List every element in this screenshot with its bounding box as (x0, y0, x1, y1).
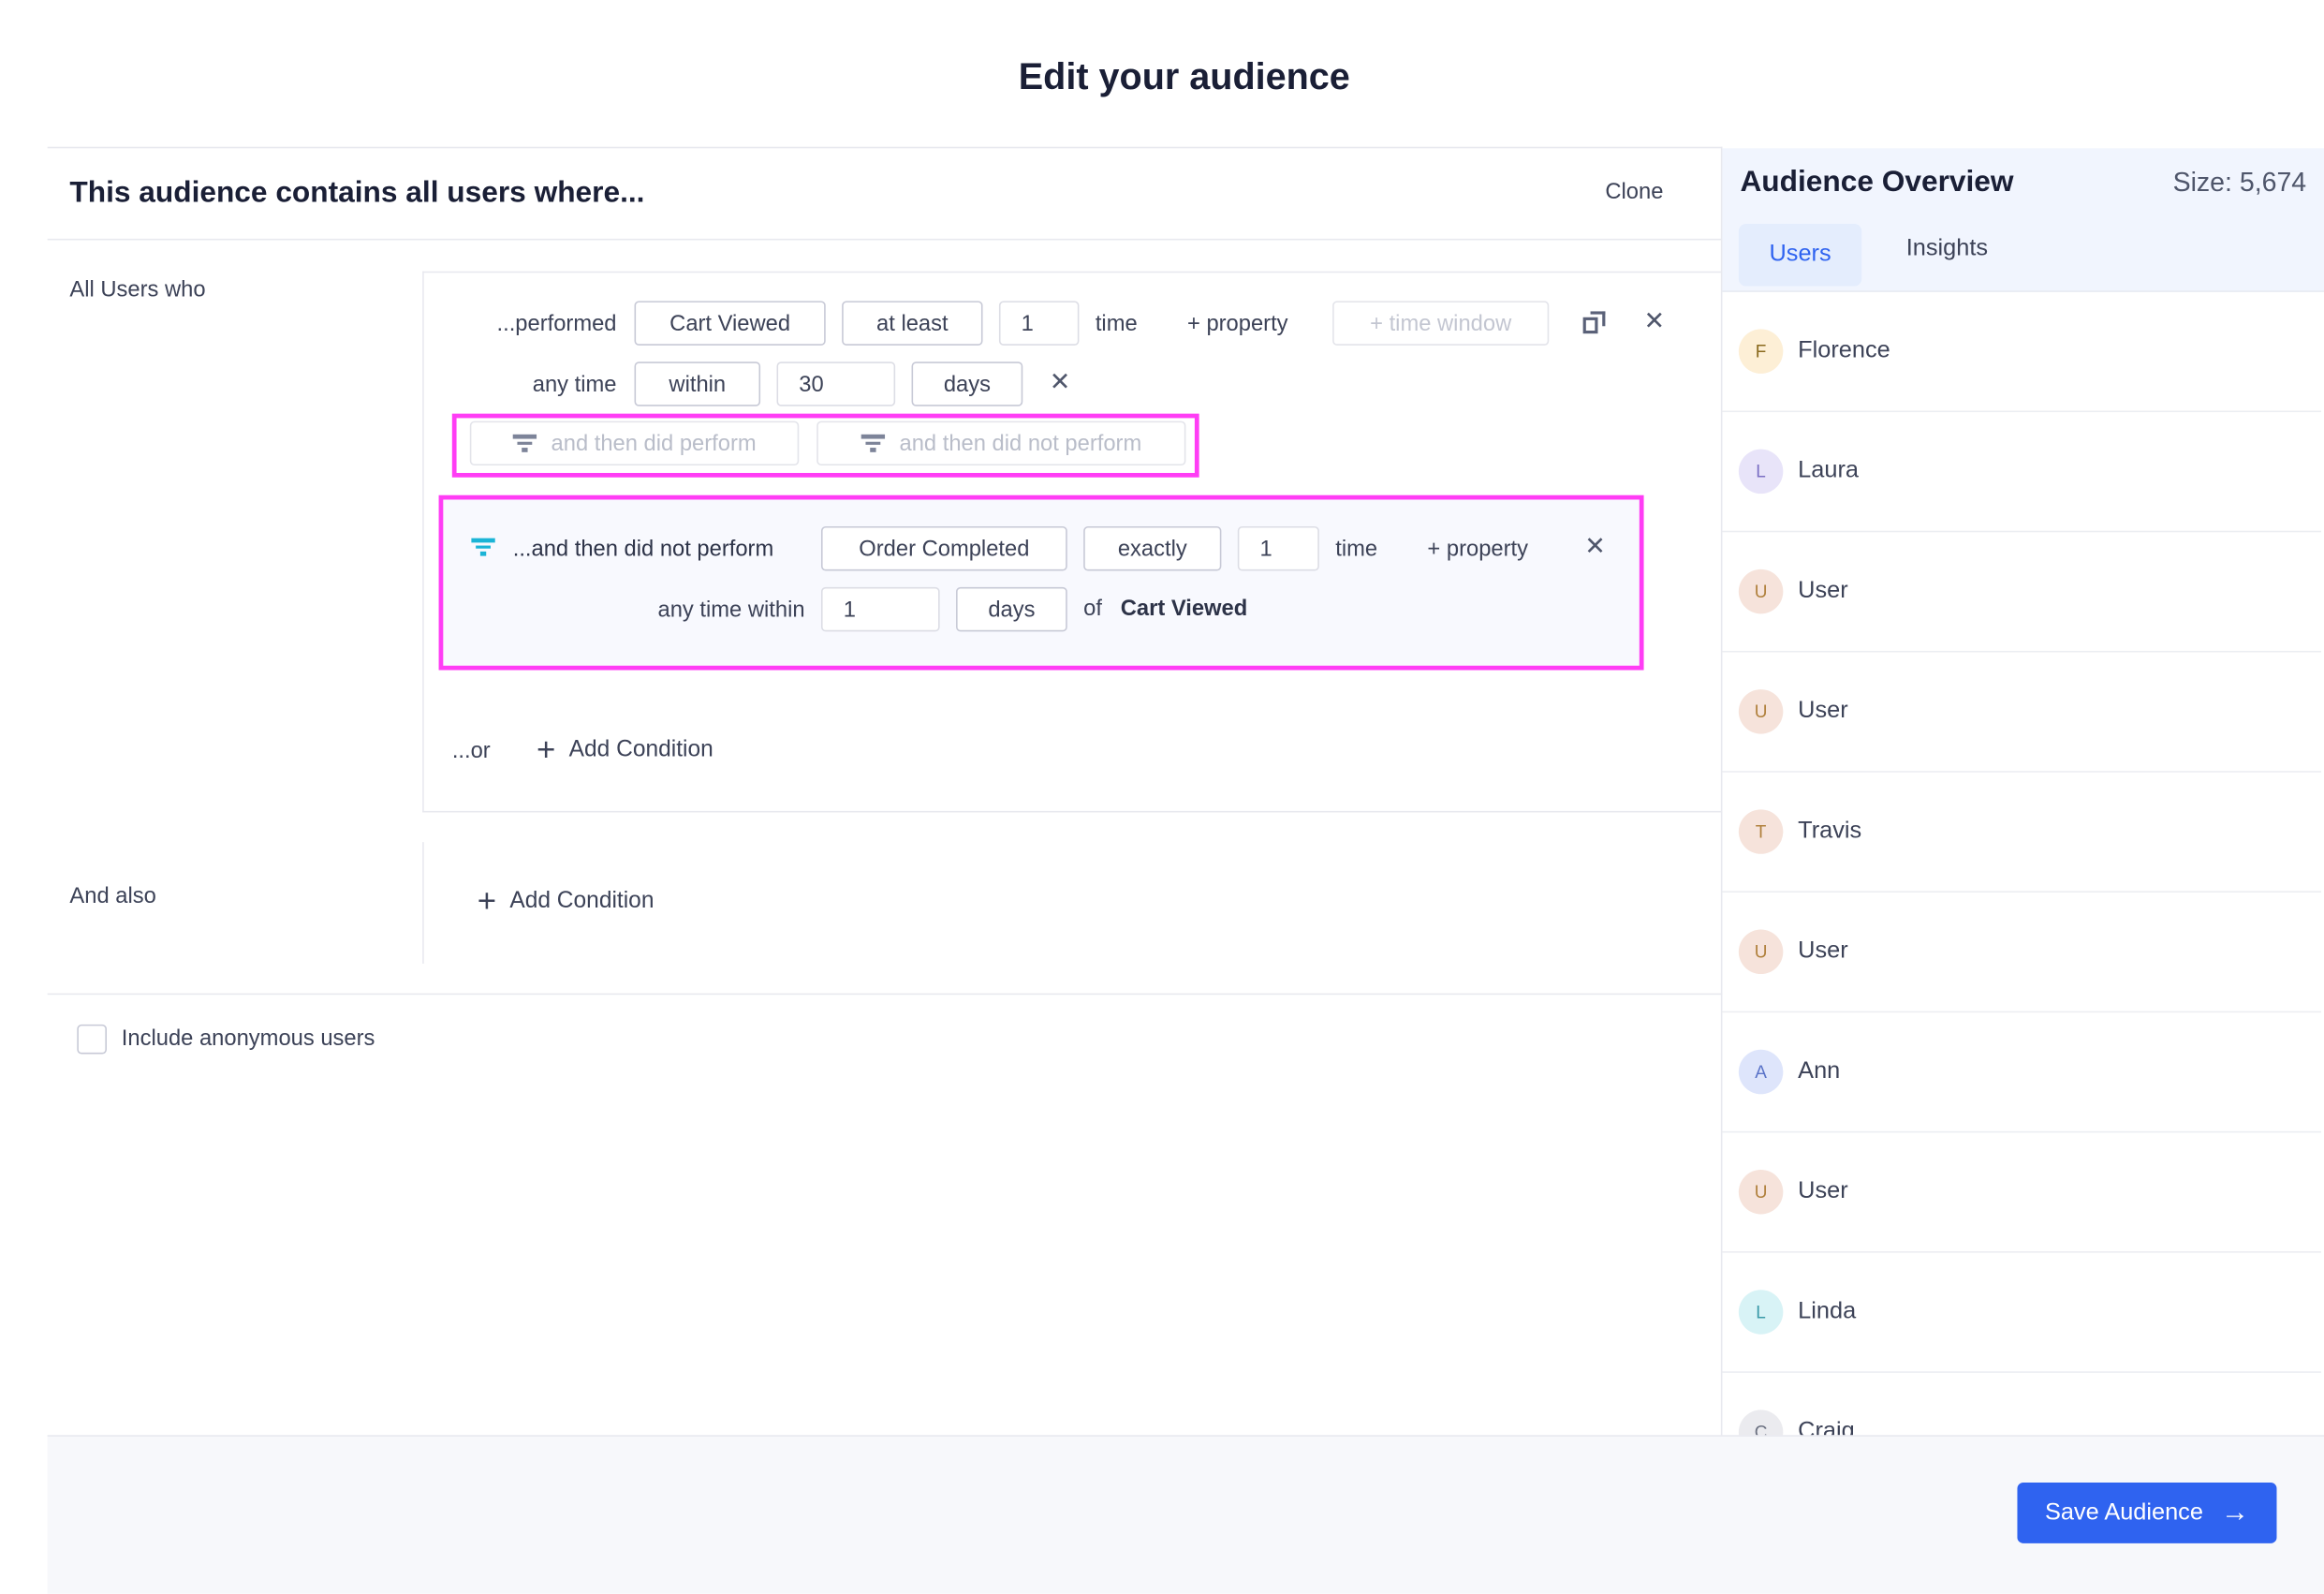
avatar: U (1738, 568, 1784, 614)
user-name: User (1798, 938, 1848, 964)
save-audience-button[interactable]: Save Audience → (2017, 1483, 2277, 1543)
user-name: User (1798, 1178, 1848, 1204)
sub-event-select[interactable]: Order Completed (820, 525, 1067, 571)
user-name: User (1798, 698, 1848, 724)
filter-icon (471, 538, 495, 555)
user-name: Travis (1798, 818, 1862, 844)
sub-time-prefix: any time within (657, 597, 805, 623)
user-name: Linda (1798, 1298, 1857, 1324)
avatar: L (1738, 1290, 1784, 1335)
user-name: Ann (1798, 1058, 1841, 1085)
add-time-window-button[interactable]: + time window (1332, 301, 1550, 346)
add-and-condition-button[interactable]: + Add Condition (477, 881, 655, 920)
plus-icon: + (537, 731, 556, 768)
avatar: T (1738, 809, 1784, 854)
add-property-button[interactable]: + property (1186, 311, 1288, 337)
user-row[interactable]: F Florence (1722, 292, 2321, 413)
operator-select[interactable]: at least (842, 301, 983, 346)
divider (422, 842, 424, 964)
sub-operator-select[interactable]: exactly (1083, 525, 1222, 571)
user-row[interactable]: U User (1722, 532, 2321, 653)
conditions-group (422, 271, 1723, 813)
sub-time-value-input[interactable]: 1 (820, 586, 940, 632)
then-did-not-perform-button[interactable]: and then did not perform (816, 421, 1186, 466)
user-name: Florence (1798, 337, 1890, 363)
of-label: of (1083, 596, 1102, 622)
avatar: A (1738, 1049, 1784, 1095)
tab-insights[interactable]: Insights (1905, 235, 1989, 261)
time-value-input[interactable]: 30 (776, 362, 896, 406)
audience-size: Size: 5,674 (2172, 167, 2307, 198)
sub-add-property-button[interactable]: + property (1427, 537, 1529, 562)
then-did-perform-button[interactable]: and then did perform (469, 421, 800, 466)
sub-verb-label: ...and then did not perform (512, 537, 774, 562)
user-row[interactable]: U User (1722, 653, 2321, 773)
sub-condition-box (438, 494, 1644, 671)
user-row[interactable]: C Craig (1722, 1373, 2321, 1436)
user-row[interactable]: T Travis (1722, 773, 2321, 893)
all-users-label: All Users who (69, 277, 206, 303)
divider (1720, 146, 1723, 1437)
include-anonymous-label: Include anonymous users (121, 1026, 375, 1052)
remove-sub-condition-icon[interactable]: ✕ (1584, 532, 1606, 561)
then-did-not-perform-label: and then did not perform (899, 430, 1142, 456)
avatar: F (1738, 329, 1784, 374)
builder-heading: This audience contains all users where..… (69, 176, 645, 210)
avatar: U (1738, 929, 1784, 975)
time-prefix-label: any time (532, 372, 617, 398)
include-anonymous-checkbox[interactable] (77, 1024, 107, 1055)
sub-count-unit: time (1335, 537, 1378, 562)
sub-time-unit-select[interactable]: days (956, 586, 1067, 632)
tab-users[interactable]: Users (1738, 224, 1862, 287)
performed-label: ...performed (496, 311, 617, 337)
page-title: Edit your audience (1018, 56, 1350, 98)
add-condition-label: Add Condition (568, 736, 713, 762)
divider (47, 993, 1723, 996)
of-event-label: Cart Viewed (1120, 596, 1248, 622)
count-unit-label: time (1095, 311, 1138, 337)
filter-icon (860, 435, 885, 452)
remove-time-icon[interactable]: ✕ (1049, 367, 1071, 396)
avatar: U (1738, 689, 1784, 734)
sub-count-input[interactable]: 1 (1237, 525, 1319, 571)
avatar: C (1738, 1410, 1784, 1436)
highlight-box (451, 413, 1199, 478)
duplicate-icon[interactable] (1582, 311, 1606, 334)
user-row[interactable]: L Laura (1722, 412, 2321, 533)
user-row[interactable]: U User (1722, 1132, 2321, 1253)
overview-title: Audience Overview (1740, 166, 2014, 199)
divider (47, 238, 1723, 241)
user-name: User (1798, 578, 1848, 604)
save-label: Save Audience (2044, 1499, 2203, 1526)
avatar: U (1738, 1169, 1784, 1215)
user-list: F Florence L Laura U User U User T Travis U U… (1722, 292, 2321, 1436)
and-also-label: And also (69, 883, 156, 909)
time-unit-select[interactable]: days (911, 362, 1023, 406)
user-name: Craig (1798, 1418, 1855, 1436)
user-row[interactable]: A Ann (1722, 1012, 2321, 1133)
then-did-perform-label: and then did perform (551, 430, 757, 456)
clone-button[interactable]: Clone (1605, 179, 1664, 205)
filter-icon (512, 435, 537, 452)
add-condition-label: Add Condition (509, 888, 655, 914)
user-row[interactable]: L Linda (1722, 1253, 2321, 1373)
user-name: Laura (1798, 458, 1859, 484)
time-operator-select[interactable]: within (634, 362, 761, 406)
avatar: L (1738, 449, 1784, 494)
arrow-right-icon: → (2220, 1497, 2250, 1528)
footer (47, 1435, 2324, 1594)
divider (47, 146, 1723, 149)
add-or-condition-button[interactable]: + Add Condition (537, 731, 713, 768)
user-row[interactable]: U User (1722, 893, 2321, 1013)
count-input[interactable]: 1 (998, 301, 1080, 346)
event-select[interactable]: Cart Viewed (634, 301, 826, 346)
remove-condition-icon[interactable]: ✕ (1643, 306, 1666, 335)
or-label: ...or (451, 738, 491, 764)
plus-icon: + (477, 881, 497, 920)
